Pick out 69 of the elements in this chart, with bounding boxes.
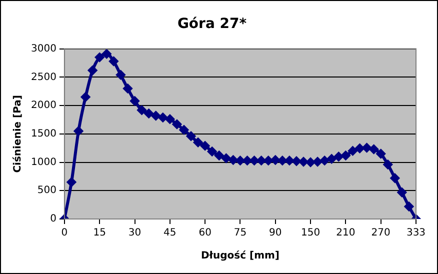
x-tick-label: 90 (269, 228, 282, 239)
point (256, 156, 266, 166)
point (222, 154, 231, 163)
point (228, 156, 238, 164)
x-tick-label: 15 (93, 228, 106, 239)
x-tick-label: 30 (128, 228, 142, 239)
point (186, 132, 196, 141)
y-tick-label: 2500 (30, 72, 56, 83)
point (88, 66, 98, 75)
point (404, 202, 414, 212)
point (348, 146, 358, 156)
y-tick-label: 3000 (30, 43, 56, 54)
point (137, 106, 146, 115)
point (362, 143, 372, 152)
point (102, 49, 112, 58)
x-tick-label: 0 (61, 228, 68, 239)
point (327, 154, 336, 164)
x-tick-label: 150 (300, 228, 320, 239)
point (123, 84, 132, 94)
point (158, 112, 168, 122)
point (313, 157, 322, 166)
y-tick-label: 500 (37, 185, 56, 196)
point (383, 160, 392, 170)
point (264, 156, 273, 166)
point (165, 114, 174, 124)
y-tick-label: 2000 (30, 100, 56, 112)
point (200, 141, 210, 150)
point (292, 156, 301, 166)
point (81, 92, 90, 102)
x-tick-label: 60 (198, 228, 212, 239)
point (242, 156, 252, 166)
point (172, 120, 182, 129)
point (194, 138, 203, 147)
chart-title: Góra 27* (177, 16, 248, 32)
point (95, 52, 104, 62)
point (144, 108, 154, 118)
point (299, 157, 308, 166)
point (179, 125, 188, 134)
point (151, 111, 160, 120)
y-tick-label: 0 (50, 214, 56, 225)
y-axis-title: Ciśnienie [Pa] (12, 94, 24, 173)
point (250, 156, 259, 166)
point (74, 126, 84, 136)
y-tick-label: 1000 (30, 156, 56, 168)
point (270, 156, 280, 164)
point (116, 70, 126, 80)
point (214, 150, 224, 160)
point (390, 174, 400, 183)
point (320, 156, 330, 166)
point (355, 144, 364, 153)
point (109, 56, 118, 66)
y-tick-label: 1500 (30, 128, 56, 140)
point (278, 156, 287, 166)
x-tick-label: 270 (371, 228, 390, 239)
point (66, 178, 76, 187)
point (334, 152, 344, 162)
point (369, 144, 378, 154)
point (306, 158, 316, 167)
point (236, 156, 245, 166)
x-tick-label: 333 (406, 228, 426, 239)
point (376, 149, 386, 158)
point (341, 150, 350, 160)
x-tick-label: 210 (336, 228, 356, 239)
x-tick-label: 75 (234, 228, 247, 239)
point (208, 146, 217, 156)
x-axis-title: Długość [mm] (200, 250, 280, 262)
point (130, 96, 140, 106)
point (397, 188, 406, 197)
x-tick-label: 45 (164, 228, 176, 239)
